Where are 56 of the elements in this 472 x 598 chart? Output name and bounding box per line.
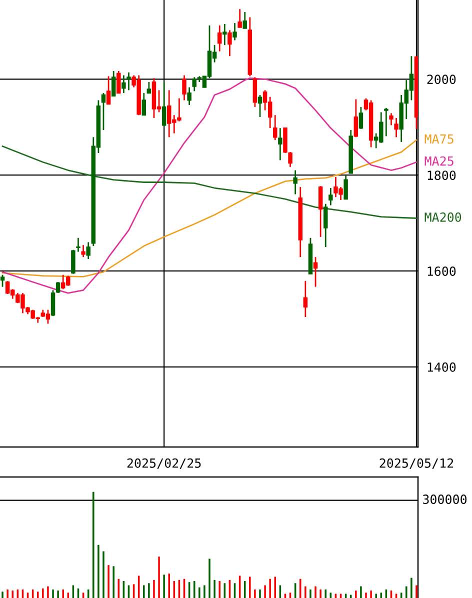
text: 300000 [423, 494, 467, 504]
candlestick [273, 114, 278, 141]
candlestick [182, 74, 186, 101]
candlestick [328, 187, 333, 206]
candlestick [252, 76, 258, 108]
candlestick [146, 81, 152, 94]
candlestick [162, 81, 166, 127]
line-series [2, 139, 418, 278]
candlestick [293, 170, 298, 195]
candlestick [344, 174, 348, 200]
line-series [2, 77, 418, 294]
candlestick [0, 274, 5, 288]
candlestick [111, 70, 116, 97]
series-label: MA200 [424, 212, 462, 222]
candlestick [232, 22, 237, 41]
candlestick [86, 242, 90, 260]
candlestick [187, 86, 192, 106]
candlestick [192, 76, 196, 92]
candlestick [81, 244, 86, 258]
candlestick [288, 151, 292, 168]
candlestick [242, 11, 247, 29]
y-tick-label: 1600 [428, 266, 456, 276]
candlestick [101, 92, 106, 131]
candlestick [122, 74, 126, 94]
candlestick [283, 127, 288, 154]
line-series [2, 146, 418, 219]
candlestick [313, 256, 318, 288]
candlestick [56, 281, 60, 294]
candlestick [71, 249, 76, 275]
candlestick [303, 280, 308, 318]
candlestick [116, 70, 121, 94]
candlestick [106, 76, 111, 105]
candlestick [228, 30, 232, 57]
candlestick [222, 23, 227, 46]
x-tick-label: 2025/02/25 [127, 458, 201, 469]
candlestick [238, 8, 242, 28]
series-label: MA75 [424, 134, 454, 144]
candlestick [126, 72, 131, 91]
candlestick [354, 98, 358, 138]
candlestick [278, 127, 282, 161]
x-tick-label: 2025/05/12 [380, 458, 454, 469]
candlestick [318, 185, 323, 238]
candlestick [358, 106, 364, 130]
y-tick-label: 2000 [427, 74, 456, 84]
candlestick [258, 94, 262, 118]
candlestick [394, 117, 398, 138]
candlestick [142, 92, 146, 116]
candlestick [217, 24, 222, 52]
candlestick [76, 237, 80, 252]
candlestick [50, 289, 56, 317]
candlestick [389, 112, 394, 126]
y-tick-label: 1400 [428, 362, 456, 372]
candlestick [323, 203, 328, 248]
y-tick-label: 1800 [428, 170, 456, 180]
series-label: MA25 [424, 156, 454, 166]
candlestick [384, 107, 388, 137]
